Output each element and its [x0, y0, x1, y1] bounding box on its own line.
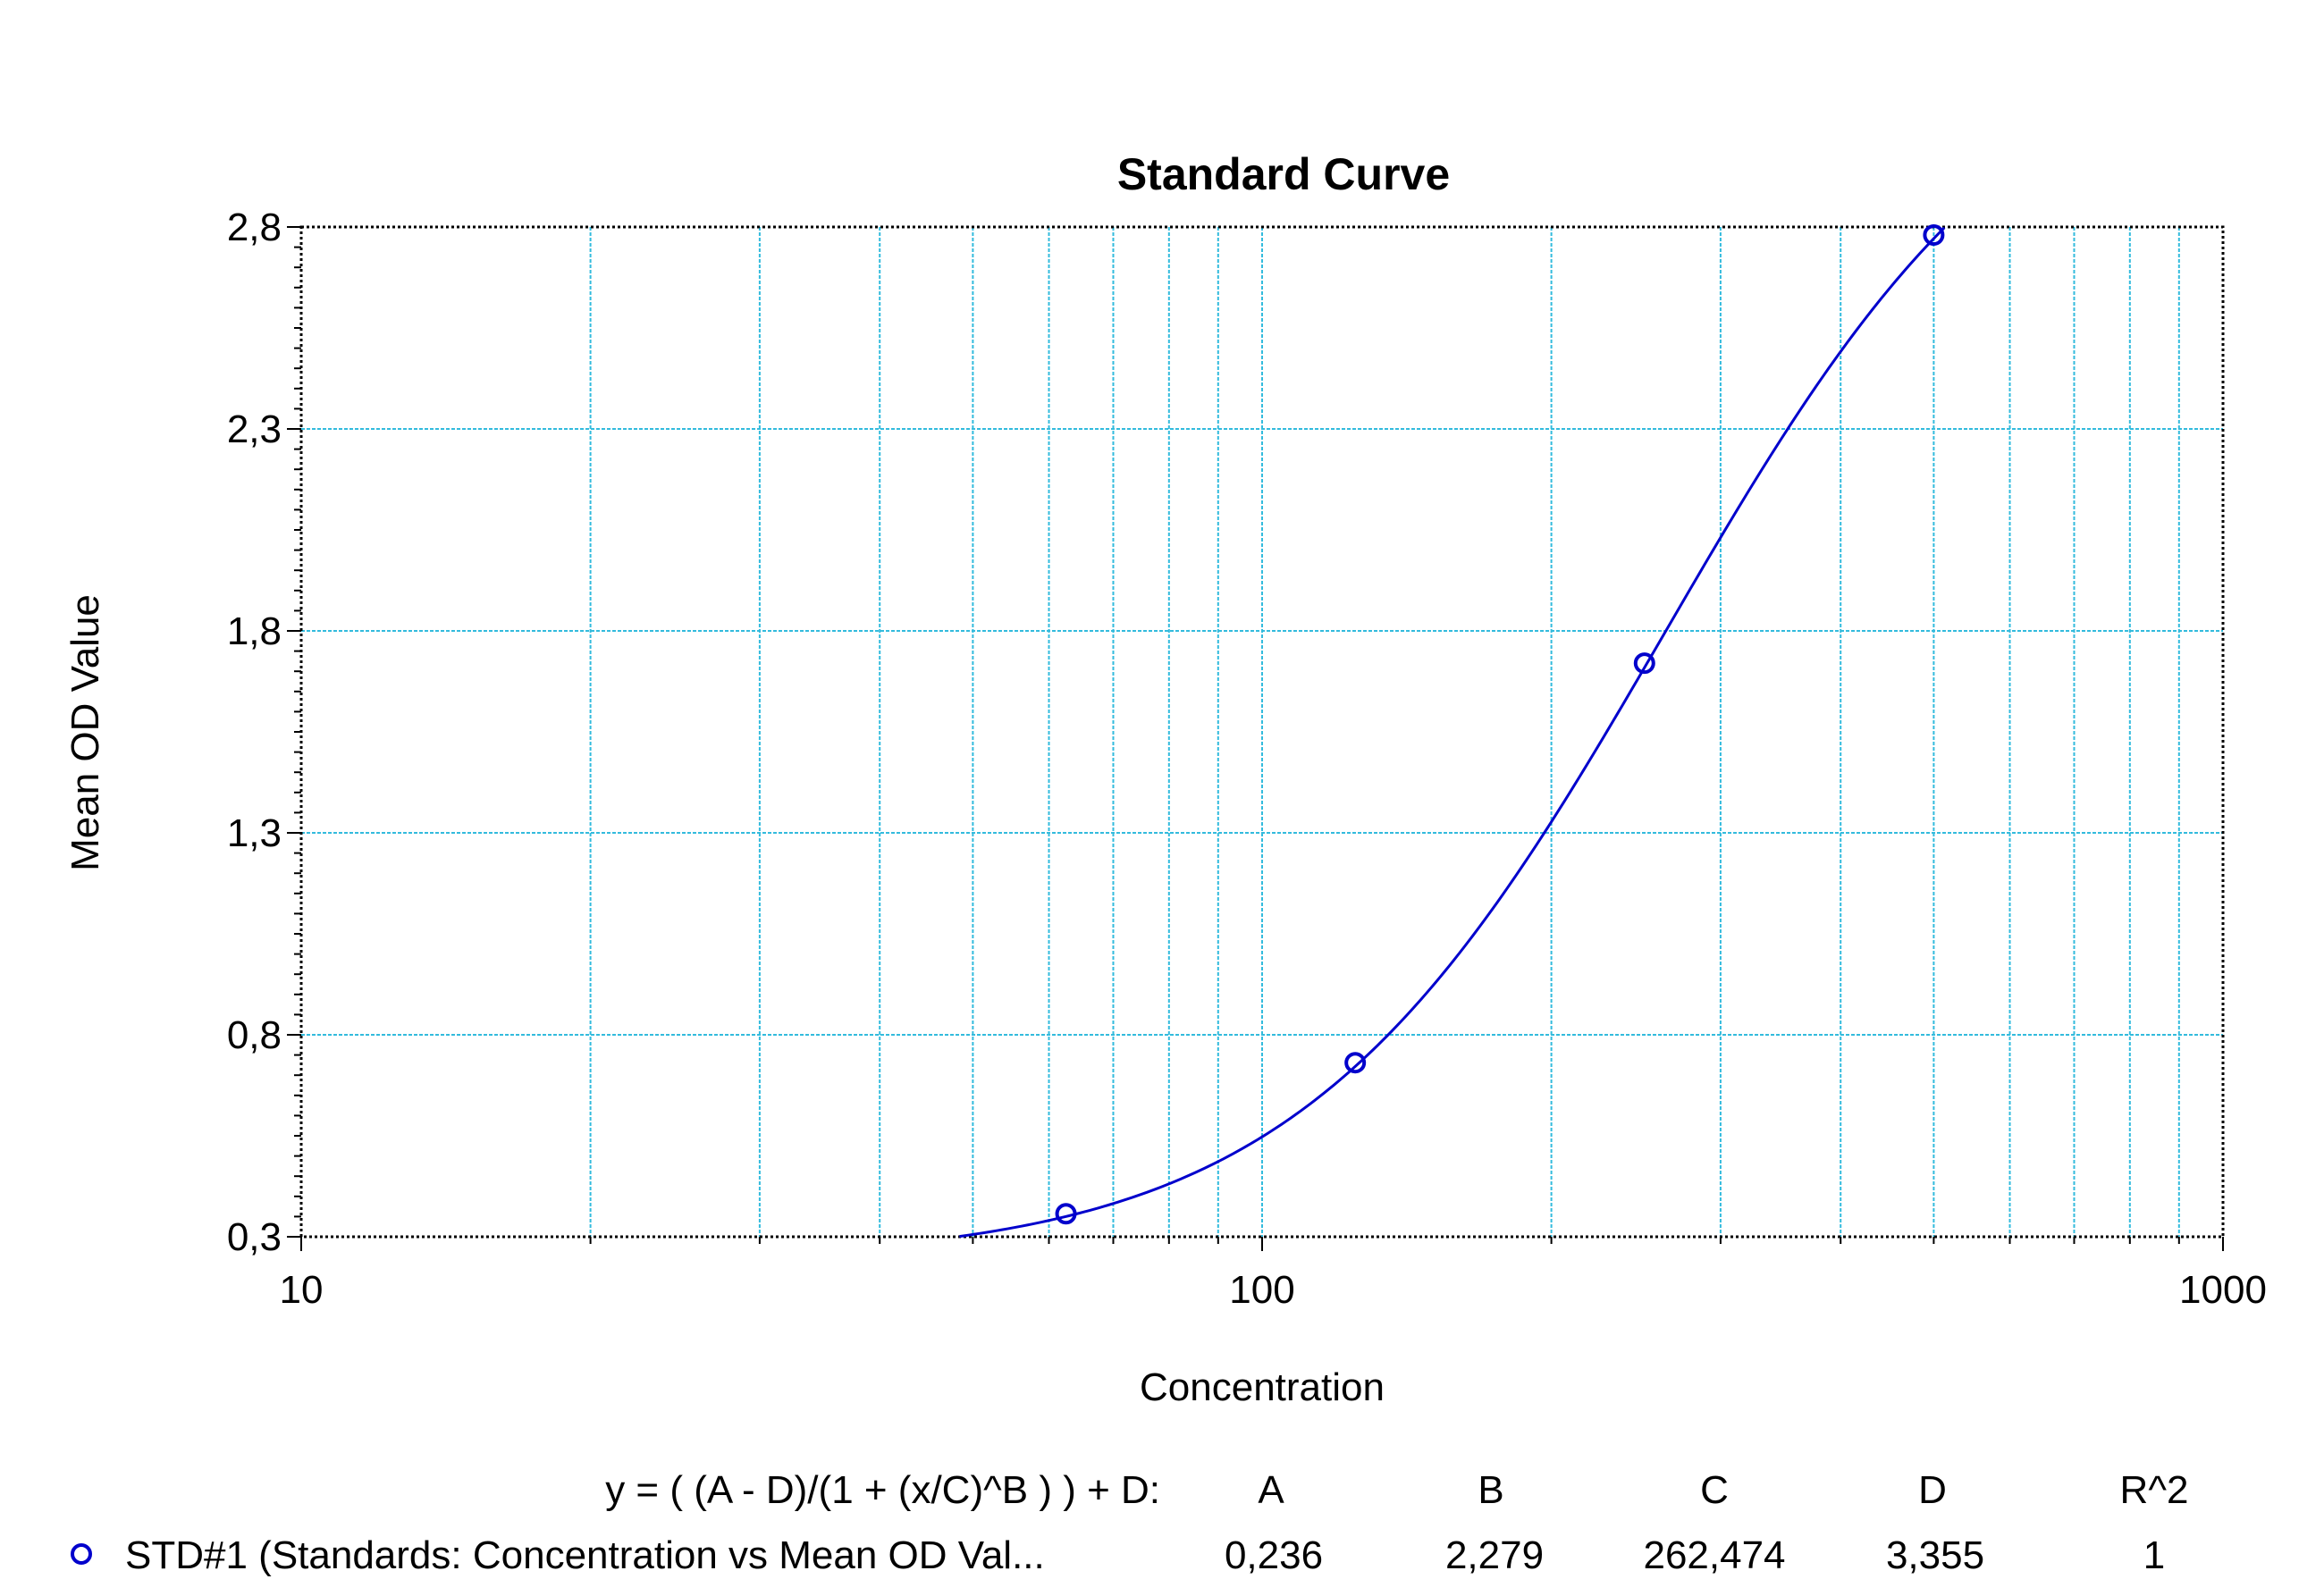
y-axis-label: Mean OD Value: [63, 594, 107, 871]
legend-header-a: A: [1258, 1468, 1284, 1512]
x-axis-label: Concentration: [1140, 1365, 1385, 1409]
data-point-marker: [1055, 1203, 1077, 1225]
legend-header-d: D: [1918, 1468, 1947, 1512]
x-tick-label: 10: [280, 1268, 324, 1312]
legend-header-b: B: [1478, 1468, 1503, 1512]
legend-header-r2: R^2: [2120, 1468, 2189, 1512]
legend-value-c: 262,474: [1643, 1533, 1785, 1577]
y-tick-label: 1,8: [227, 609, 282, 653]
legend-value-a: 0,236: [1225, 1533, 1323, 1577]
y-tick-label: 2,3: [227, 407, 282, 451]
y-tick-label: 0,8: [227, 1013, 282, 1057]
x-tick-label: 100: [1229, 1268, 1294, 1312]
data-point-marker: [1633, 652, 1655, 675]
plot-frame: [299, 225, 2225, 1239]
legend-value-b: 2,279: [1445, 1533, 1544, 1577]
y-tick-label: 0,3: [227, 1215, 282, 1259]
data-points: [1055, 224, 1945, 1225]
legend-series-label: STD#1 (Standards: Concentration vs Mean …: [125, 1533, 1045, 1577]
x-tick-labels: 10 100 1000: [280, 1268, 2267, 1312]
legend-header-c: C: [1700, 1468, 1729, 1512]
grid-lines: [301, 227, 2223, 1237]
legend-equation: y = ( (A - D)/(1 + (x/C)^B ) ) + D:: [605, 1468, 1160, 1512]
data-point-marker: [1344, 1052, 1367, 1074]
legend-value-d: 3,355: [1886, 1533, 1984, 1577]
y-tick-labels: 0,3 0,8 1,3 1,8 2,3 2,8: [227, 206, 282, 1259]
fit-curve-line: [959, 226, 1946, 1239]
y-tick-label: 1,3: [227, 811, 282, 855]
legend-value-r2: 1: [2143, 1533, 2165, 1577]
legend-marker-icon: [71, 1543, 92, 1565]
data-point-marker: [1923, 224, 1945, 247]
legend-table: y = ( (A - D)/(1 + (x/C)^B ) ) + D: A B …: [71, 1468, 2189, 1577]
y-tick-label: 2,8: [227, 206, 282, 249]
chart-title: Standard Curve: [1117, 149, 1450, 199]
x-tick-label: 1000: [2179, 1268, 2267, 1312]
